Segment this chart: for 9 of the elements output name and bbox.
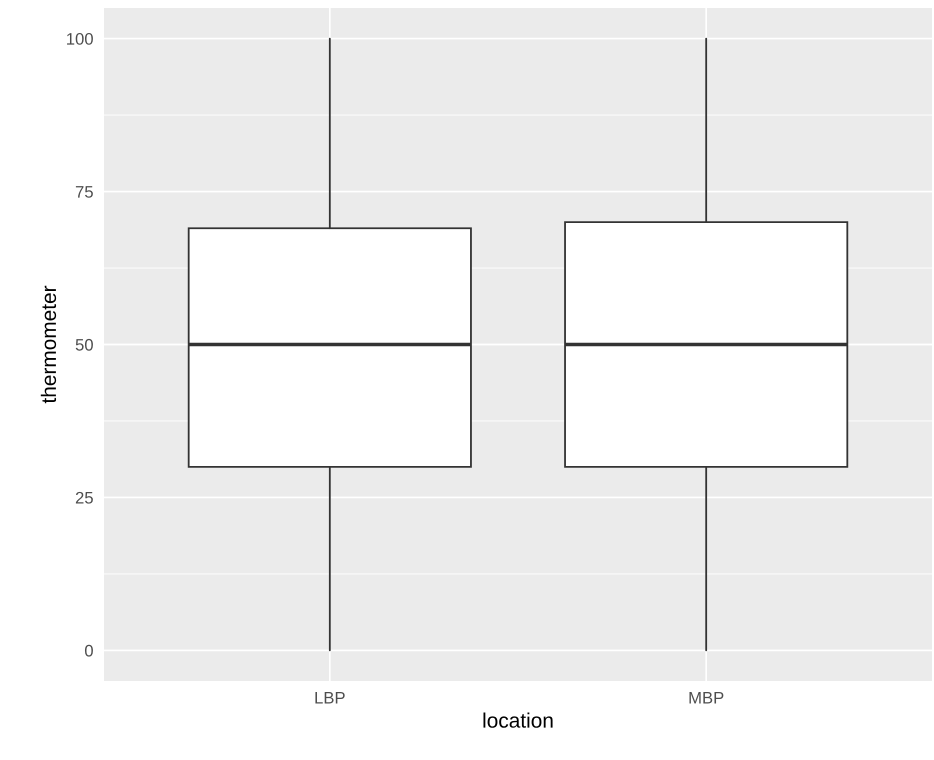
- y-tick-label: 75: [76, 186, 93, 198]
- y-tick-label: 50: [76, 338, 93, 351]
- y-tick-label: 100: [67, 32, 93, 45]
- y-tick-label: 0: [84, 644, 93, 657]
- x-tick-label: LBP: [315, 692, 345, 704]
- x-tick-label: MBP: [689, 692, 724, 704]
- x-axis-title: location: [484, 712, 553, 728]
- y-tick-label: 25: [76, 492, 93, 504]
- y-axis-title: thermometer: [40, 286, 56, 404]
